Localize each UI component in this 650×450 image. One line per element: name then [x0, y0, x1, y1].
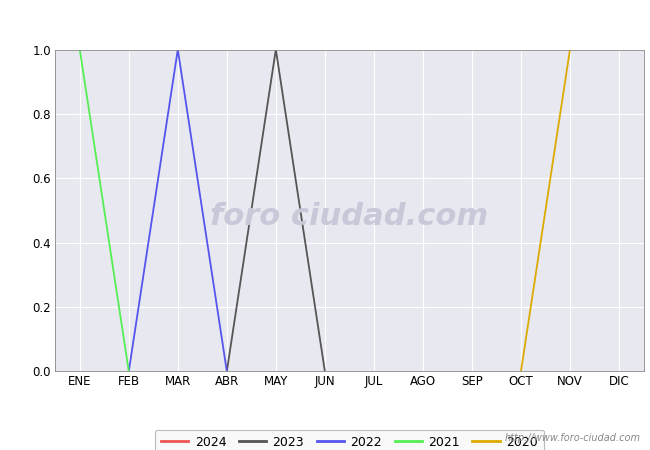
Text: http://www.foro-ciudad.com: http://www.foro-ciudad.com [504, 433, 640, 443]
Text: Matriculaciones de Vehiculos en Narrillos del Álamo: Matriculaciones de Vehiculos en Narrillo… [118, 17, 532, 32]
Text: foro ciudad.com: foro ciudad.com [211, 202, 488, 231]
Legend: 2024, 2023, 2022, 2021, 2020: 2024, 2023, 2022, 2021, 2020 [155, 430, 544, 450]
